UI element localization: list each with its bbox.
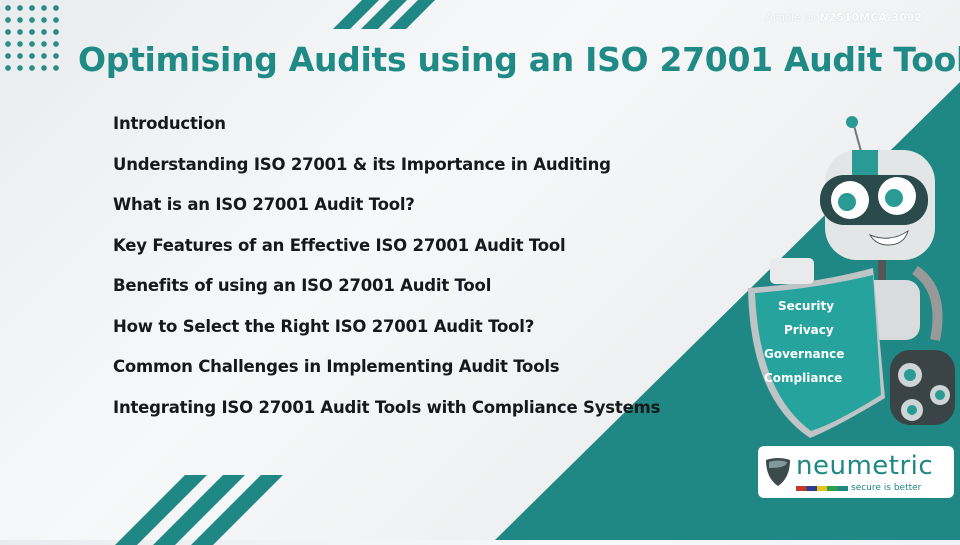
- agenda-list: Introduction Understanding ISO 27001 & i…: [113, 114, 660, 438]
- agenda-item: What is an ISO 27001 Audit Tool?: [113, 195, 415, 214]
- dot-grid-decoration: [2, 2, 64, 74]
- agenda-item: Common Challenges in Implementing Audit …: [113, 357, 560, 376]
- agenda-item: Introduction: [113, 114, 226, 133]
- agenda-item: Key Features of an Effective ISO 27001 A…: [113, 235, 566, 255]
- shield-word: Compliance: [764, 371, 842, 385]
- agenda-item: Benefits of using an ISO 27001 Audit Too…: [113, 276, 492, 295]
- robot-mascot-illustration: Security Privacy Governance Compliance: [748, 116, 955, 438]
- agenda-item: Understanding ISO 27001 & its Importance…: [113, 154, 611, 174]
- logo-name: neumetric: [796, 451, 934, 481]
- shield-word: Governance: [764, 347, 844, 361]
- color-bar: [796, 485, 848, 491]
- agenda-item: How to Select the Right ISO 27001 Audit …: [113, 316, 535, 336]
- shield-logo-icon: [766, 458, 790, 486]
- neumetric-logo: neumetric secure is better: [758, 446, 954, 498]
- shield-word: Security: [778, 299, 834, 313]
- shield-word: Privacy: [784, 323, 834, 337]
- logo-tagline: secure is better: [851, 483, 922, 493]
- agenda-item: Integrating ISO 27001 Audit Tools with C…: [113, 397, 661, 417]
- article-id: Article ID N2510MCA-3092: [765, 11, 922, 24]
- page-title: Optimising Audits using an ISO 27001 Aud…: [78, 40, 960, 79]
